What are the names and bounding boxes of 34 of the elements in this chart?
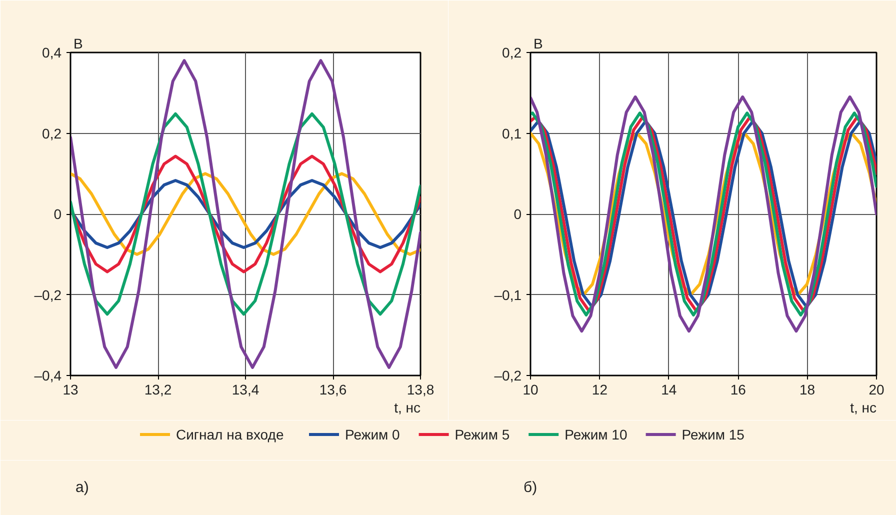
legend-label: Режим 0 xyxy=(345,426,400,442)
x-tick-label: 13,6 xyxy=(319,382,347,398)
y-tick-label: –0,4 xyxy=(34,368,62,384)
y-tick-label: –0,2 xyxy=(34,286,62,303)
x-tick-label: 12 xyxy=(592,382,608,398)
x-axis-title: t, нс xyxy=(394,400,421,416)
legend-label: Сигнал на входе xyxy=(176,426,284,442)
line-series xyxy=(70,59,420,369)
y-tick-label: –0,1 xyxy=(494,286,522,303)
x-tick-label: 13,8 xyxy=(406,382,434,398)
y-tick-label: –0,2 xyxy=(494,368,522,384)
y-tick-label: 0,4 xyxy=(42,44,62,60)
line-series xyxy=(70,112,420,316)
y-axis-title: В xyxy=(74,36,83,52)
y-tick-label: 0,1 xyxy=(502,125,522,142)
x-tick-label: 13,2 xyxy=(144,382,172,398)
y-tick-label: 0,2 xyxy=(502,44,522,60)
x-tick-label: 10 xyxy=(522,382,538,398)
legend-label: Режим 10 xyxy=(564,426,628,442)
x-axis-title: t, нс xyxy=(850,400,877,416)
legend-label: Режим 15 xyxy=(682,426,745,442)
y-axis-title: В xyxy=(534,36,543,52)
x-tick-label: 20 xyxy=(868,382,884,398)
x-tick-label: 18 xyxy=(800,382,816,398)
y-tick-label: 0 xyxy=(54,206,62,222)
x-tick-label: 14 xyxy=(661,382,677,398)
x-tick-label: 13,4 xyxy=(232,382,260,398)
x-tick-label: 16 xyxy=(730,382,746,398)
legend-label: Режим 5 xyxy=(454,426,510,442)
text: а) xyxy=(76,479,89,496)
y-tick-label: 0 xyxy=(514,206,522,222)
text: б) xyxy=(524,479,538,496)
x-tick-label: 13 xyxy=(62,382,78,398)
y-tick-label: 0,2 xyxy=(42,125,62,142)
